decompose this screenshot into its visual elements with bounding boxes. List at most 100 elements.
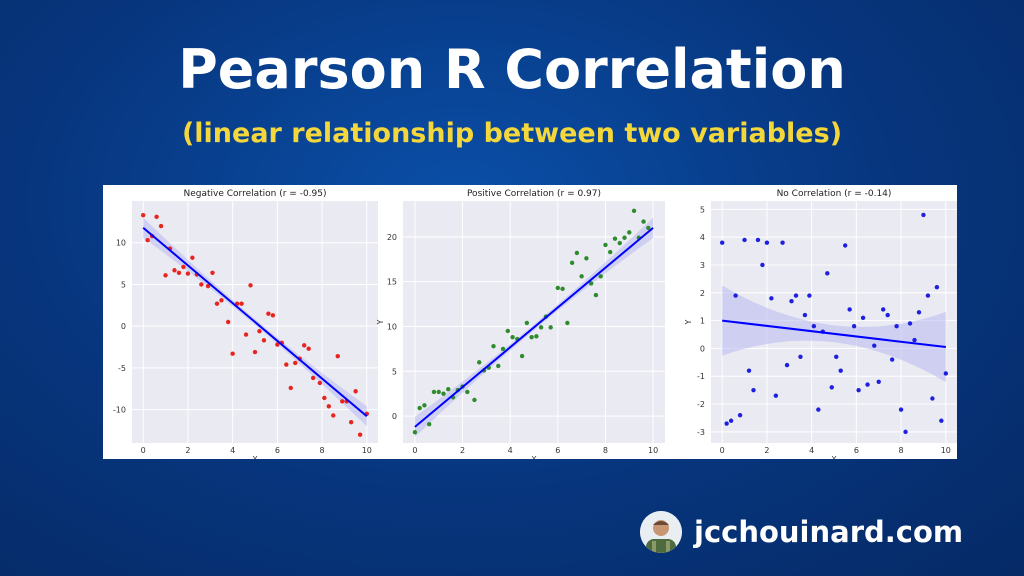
data-point: [829, 385, 834, 390]
data-point: [579, 274, 584, 279]
data-point: [885, 312, 890, 318]
data-point: [353, 389, 358, 394]
y-tick-label: 15: [387, 278, 397, 287]
x-tick-label: 0: [412, 446, 417, 455]
data-point: [742, 237, 747, 243]
data-point: [930, 396, 935, 401]
x-axis-label: X: [831, 455, 837, 459]
x-tick-label: 10: [941, 446, 951, 455]
x-tick-label: 2: [764, 446, 769, 455]
data-point: [860, 315, 866, 321]
data-point: [798, 354, 803, 359]
data-point: [811, 323, 817, 329]
data-point: [306, 346, 311, 351]
data-point: [519, 353, 525, 359]
chart-panel-1: 0 2 4 6 8 10 -10 -5 0 5 10 Negative Correlation (r …: [113, 189, 378, 459]
data-point: [176, 270, 182, 275]
data-point: [214, 301, 220, 306]
data-point: [755, 237, 761, 243]
data-point: [326, 404, 331, 409]
data-point: [737, 412, 743, 418]
data-point: [331, 413, 336, 418]
data-point: [598, 274, 603, 279]
data-point: [746, 368, 752, 373]
data-point: [641, 219, 646, 224]
data-point: [205, 283, 211, 289]
data-point: [548, 325, 553, 330]
chart-title: No Correlation (r = -0.14): [777, 189, 892, 199]
data-point: [769, 296, 774, 301]
data-point: [496, 363, 501, 369]
x-tick-label: 4: [230, 446, 235, 455]
data-point: [916, 310, 922, 315]
data-point: [764, 240, 770, 245]
data-point: [751, 387, 756, 393]
data-point: [925, 293, 931, 298]
data-point: [441, 391, 446, 396]
brand: jcchouinard.com: [640, 510, 963, 554]
data-point: [293, 360, 298, 366]
data-point: [477, 360, 482, 365]
data-point: [627, 230, 632, 235]
data-point: [733, 293, 738, 298]
y-tick-label: 4: [700, 233, 705, 242]
data-point: [266, 311, 271, 316]
chart-title: Negative Correlation (r = -0.95): [183, 189, 326, 199]
data-point: [898, 407, 904, 412]
data-point: [261, 338, 267, 343]
data-point: [760, 262, 765, 268]
data-point: [574, 250, 580, 256]
y-tick-label: 10: [387, 322, 397, 331]
data-point: [894, 323, 899, 329]
data-point: [317, 380, 323, 386]
y-tick-label: -3: [697, 428, 705, 437]
y-tick-label: 10: [116, 239, 126, 248]
x-tick-label: 6: [555, 446, 560, 455]
data-point: [646, 225, 651, 231]
y-tick-label: -1: [697, 372, 705, 381]
data-point: [622, 235, 627, 240]
data-point: [807, 293, 812, 298]
data-point: [534, 334, 539, 339]
data-point: [163, 273, 168, 278]
y-tick-label: -2: [697, 400, 705, 409]
data-point: [921, 212, 926, 218]
data-point: [728, 418, 734, 423]
chart-strip: 0 2 4 6 8 10 -10 -5 0 5 10 Negative Correlation (r …: [103, 185, 957, 459]
data-point: [348, 419, 354, 425]
data-point: [417, 405, 422, 411]
data-point: [219, 298, 224, 303]
data-point: [243, 332, 249, 337]
x-tick-label: 0: [141, 446, 146, 455]
data-point: [412, 430, 418, 435]
data-point: [719, 240, 725, 245]
data-point: [907, 321, 913, 326]
data-point: [510, 335, 515, 340]
data-point: [851, 323, 857, 329]
data-point: [939, 418, 944, 423]
x-tick-label: 10: [648, 446, 658, 455]
y-tick-label: -10: [113, 406, 126, 415]
data-point: [210, 270, 215, 275]
x-tick-label: 0: [720, 446, 725, 455]
chart-panel-3: 0 2 4 6 8 10 -3 -2 -1 0 1 2 3 4 5 No Correlation (r = -…: [684, 189, 957, 459]
data-point: [446, 387, 451, 392]
data-point: [145, 238, 150, 243]
y-tick-label: 5: [121, 280, 126, 289]
data-point: [340, 399, 345, 404]
x-axis-label: X: [531, 455, 537, 459]
brand-site[interactable]: jcchouinard.com: [694, 515, 964, 549]
data-point: [631, 208, 637, 214]
data-point: [608, 249, 613, 255]
data-point: [612, 236, 618, 241]
regression-line: [414, 227, 654, 428]
y-tick-label: 20: [387, 233, 397, 242]
page-subtitle: (linear relationship between two variabl…: [181, 118, 843, 149]
data-point: [248, 283, 253, 288]
y-tick-label: 3: [700, 261, 705, 270]
data-point: [816, 407, 821, 412]
data-point: [491, 344, 496, 349]
data-point: [322, 395, 327, 401]
data-point: [780, 240, 785, 245]
